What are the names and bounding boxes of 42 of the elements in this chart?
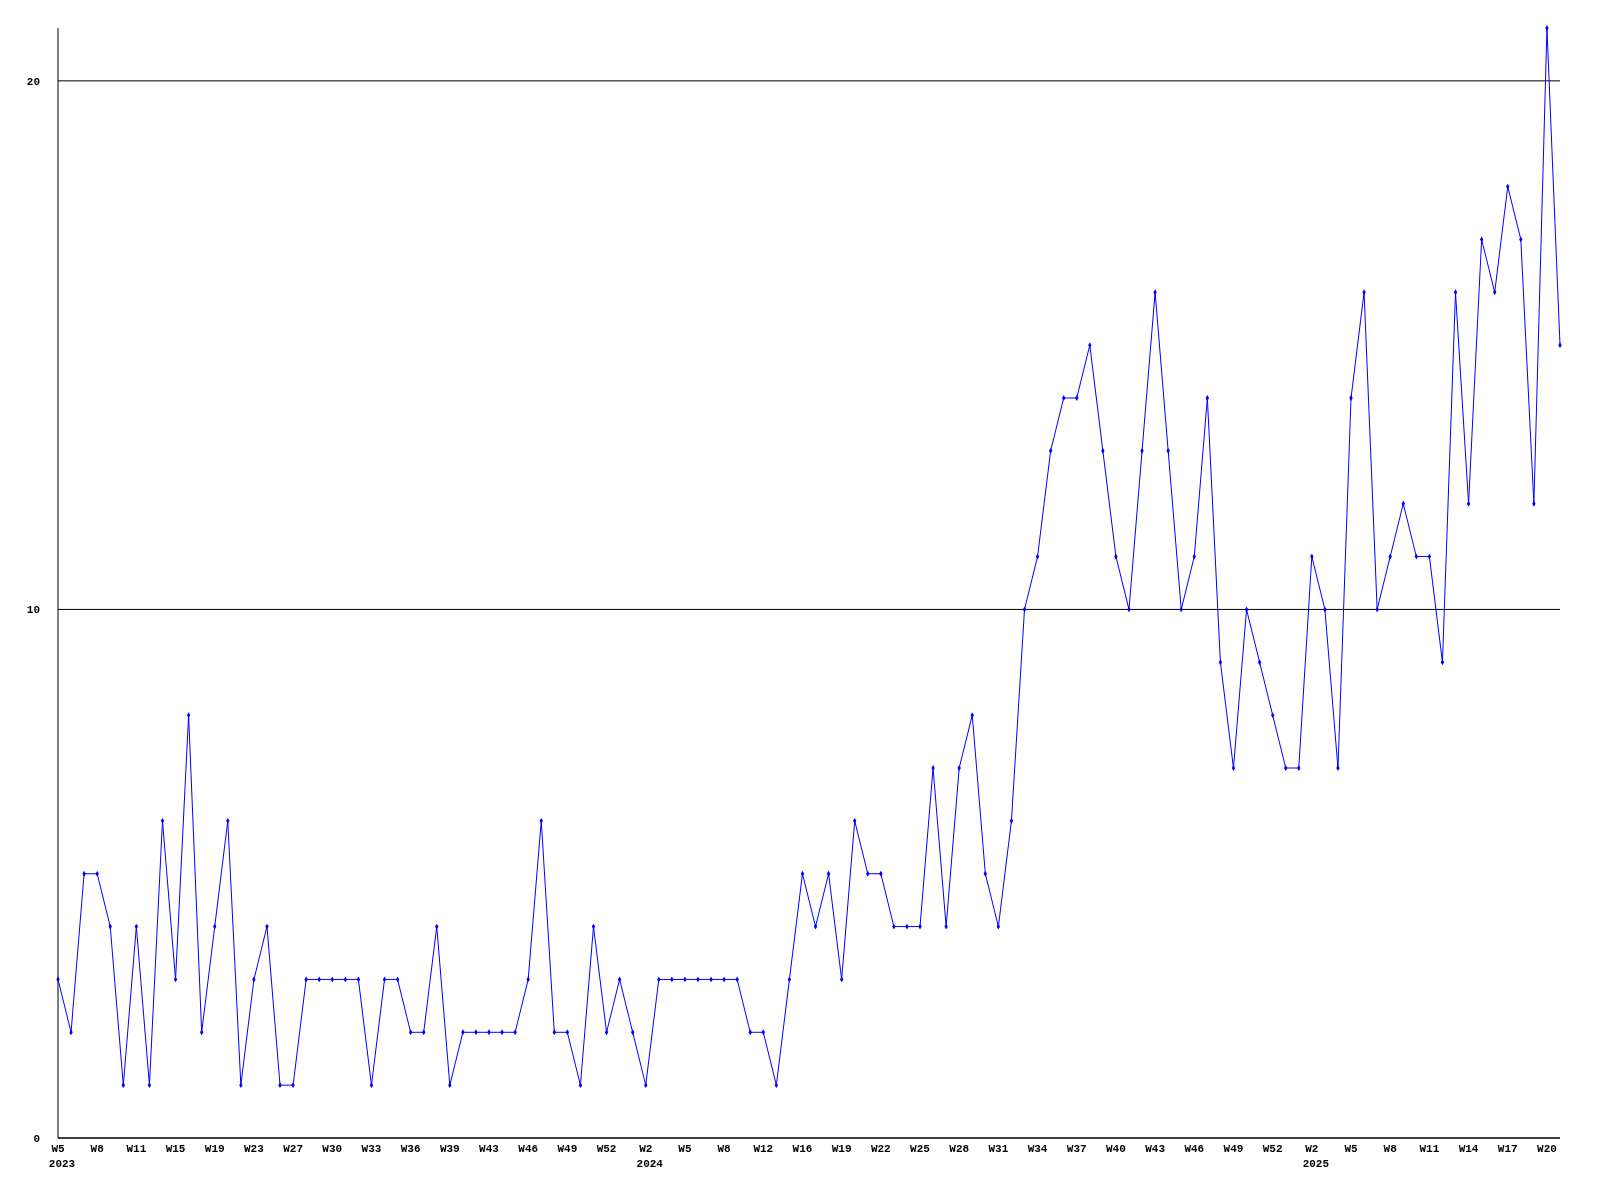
- x-tick-label: W8: [1383, 1143, 1398, 1155]
- x-tick-label: W15: [165, 1143, 186, 1155]
- x-tick-label: W20: [1537, 1143, 1557, 1155]
- x-tick-label: W19: [831, 1143, 852, 1155]
- x-tick-label: W36: [400, 1143, 421, 1155]
- y-tick-label: 20: [26, 75, 40, 88]
- x-tick-label: W31: [988, 1143, 1009, 1155]
- x-tick-label: W43: [1145, 1143, 1166, 1155]
- x-tick-label: W17: [1497, 1143, 1518, 1155]
- x-tick-label: W14: [1458, 1143, 1479, 1155]
- x-tick-label: W8: [717, 1143, 732, 1155]
- x-tick-label: W34: [1027, 1143, 1048, 1155]
- x-tick-label: W16: [792, 1143, 813, 1155]
- x-tick-label: W52: [1262, 1143, 1283, 1155]
- x-tick-label: W49: [1223, 1143, 1244, 1155]
- x-tick-label: W12: [753, 1143, 774, 1155]
- x-tick-label: W2 2024: [636, 1143, 664, 1170]
- x-tick-label: W37: [1066, 1143, 1087, 1155]
- y-tick-label: 0: [33, 1132, 40, 1145]
- x-tick-label: W11: [126, 1143, 147, 1155]
- x-tick-label: W23: [244, 1143, 265, 1155]
- x-tick-label: W22: [870, 1143, 891, 1155]
- x-tick-label: W46: [1184, 1143, 1205, 1155]
- x-tick-label: W52: [596, 1143, 617, 1155]
- x-tick-label: W30: [322, 1143, 343, 1155]
- x-tick-label: W49: [557, 1143, 578, 1155]
- x-tick-label: W5 2023: [48, 1143, 76, 1170]
- x-tick-label: W8: [90, 1143, 105, 1155]
- x-tick-label: W19: [204, 1143, 225, 1155]
- x-tick-label: W39: [439, 1143, 460, 1155]
- x-tick-label: W25: [910, 1143, 931, 1155]
- x-tick-label: W46: [518, 1143, 539, 1155]
- x-tick-label: W33: [361, 1143, 382, 1155]
- x-tick-label: W43: [479, 1143, 500, 1155]
- x-tick-label: W2 2025: [1302, 1143, 1330, 1170]
- x-tick-label: W5: [678, 1143, 692, 1155]
- x-tick-label: W11: [1419, 1143, 1440, 1155]
- x-tick-label: W28: [949, 1143, 970, 1155]
- x-tick-label: W27: [283, 1143, 303, 1155]
- x-tick-label: W5: [1344, 1143, 1359, 1155]
- y-tick-label: 10: [26, 604, 40, 617]
- x-tick-label: W40: [1106, 1143, 1126, 1155]
